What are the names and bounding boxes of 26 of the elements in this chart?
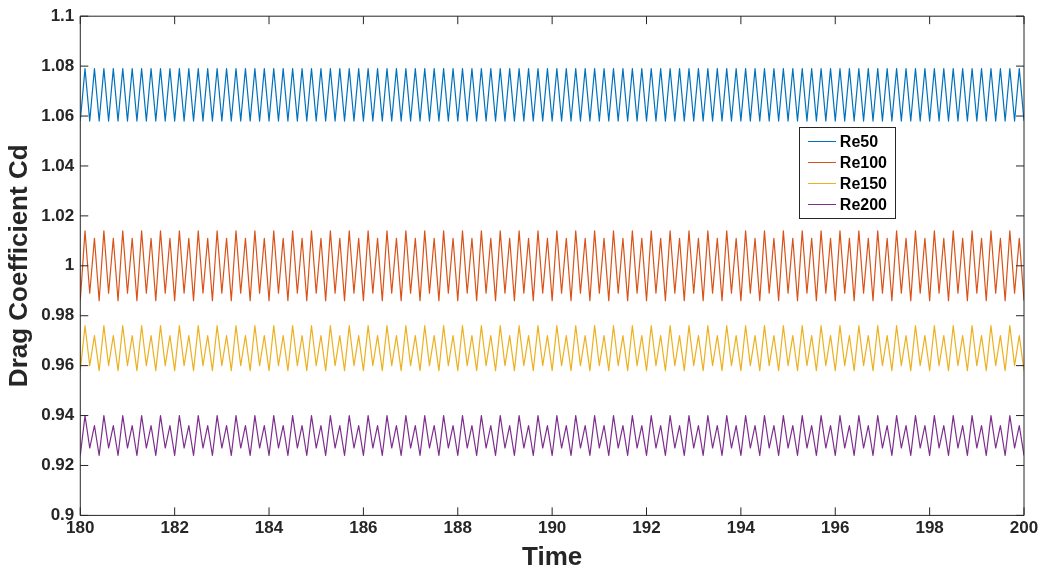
x-tick-label: 182 (160, 518, 189, 538)
y-tick-label: 1.08 (41, 55, 75, 75)
x-tick-label: 190 (537, 518, 567, 538)
y-tick-label: 0.92 (41, 455, 75, 475)
legend-label: Re100 (839, 153, 887, 172)
x-tick-label: 186 (349, 518, 378, 538)
x-tick-label: 198 (915, 518, 944, 538)
x-tick-label: 200 (1009, 518, 1039, 538)
x-tick-label: 184 (254, 518, 284, 538)
x-tick-label: 192 (632, 518, 661, 538)
x-tick-label: 194 (726, 518, 756, 538)
y-tick-label: 0.96 (41, 355, 75, 375)
y-axis-title: Drag Coefficient Cd (2, 144, 33, 388)
y-tick-label: 1.06 (41, 105, 75, 125)
y-tick-label: 1 (64, 255, 75, 275)
y-tick-label: 0.98 (41, 305, 75, 325)
y-tick-label: 1.02 (41, 205, 75, 225)
y-tick-label: 0.94 (41, 405, 75, 425)
x-axis-title: Time (522, 540, 583, 571)
x-tick-label: 196 (821, 518, 850, 538)
legend-label: Re150 (839, 174, 887, 193)
y-tick-label: 1.1 (50, 5, 75, 25)
legend-label: Re200 (839, 195, 887, 214)
x-tick-label: 188 (443, 518, 472, 538)
legend-label: Re50 (839, 132, 879, 151)
y-tick-label: 1.04 (41, 155, 75, 175)
